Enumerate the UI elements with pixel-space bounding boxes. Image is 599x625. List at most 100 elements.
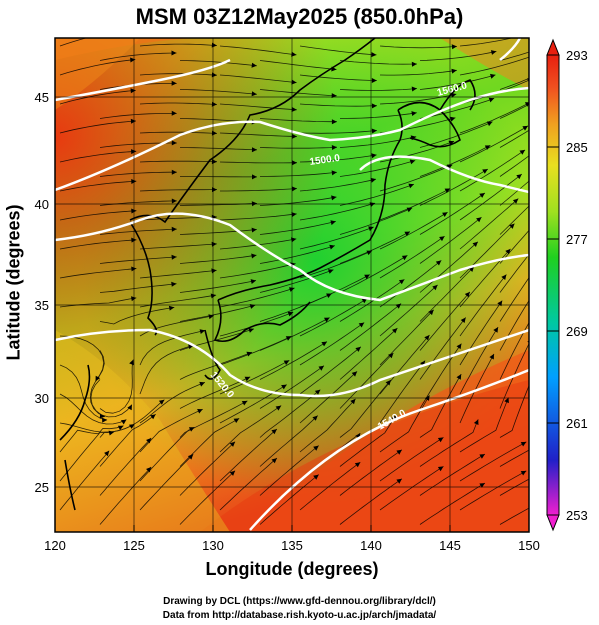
streamline xyxy=(299,250,373,279)
streamline xyxy=(419,291,471,351)
streamline xyxy=(219,263,296,279)
streamline-arrow xyxy=(329,244,335,250)
y-tick-label: 25 xyxy=(35,480,49,495)
streamline xyxy=(179,254,257,264)
streamline xyxy=(99,228,177,235)
streamline xyxy=(499,104,529,119)
streamline-arrow xyxy=(102,417,108,423)
streamline xyxy=(259,415,318,467)
streamline xyxy=(219,45,297,56)
streamline-arrow xyxy=(291,51,297,57)
streamline-arrow xyxy=(171,281,177,287)
streamline-arrow xyxy=(396,449,402,455)
streamline-arrow xyxy=(291,107,297,112)
streamline xyxy=(459,125,529,163)
streamline xyxy=(379,309,434,366)
streamline xyxy=(179,351,253,380)
streamline xyxy=(339,255,408,293)
streamline xyxy=(219,457,278,511)
streamline-arrow xyxy=(241,400,248,406)
streamline xyxy=(299,398,356,453)
streamline xyxy=(339,160,416,177)
streamline-arrow xyxy=(351,371,358,377)
streamline-arrow xyxy=(361,298,368,304)
streamline xyxy=(99,466,152,525)
streamline-arrow xyxy=(538,258,543,264)
streamline xyxy=(179,147,258,151)
streamline xyxy=(379,140,455,163)
streamline-arrow xyxy=(484,145,491,150)
streamline xyxy=(59,38,88,47)
colorbar-tick-label: 285 xyxy=(566,140,588,155)
streamline-arrow xyxy=(171,254,177,260)
streamline-arrow xyxy=(505,248,511,255)
streamline-arrow xyxy=(99,413,105,419)
streamline-arrow xyxy=(104,450,110,457)
streamline-arrow xyxy=(404,231,410,237)
streamline xyxy=(139,454,194,511)
streamline-arrow xyxy=(248,328,254,333)
streamline-arrow xyxy=(244,376,251,382)
streamline xyxy=(379,260,442,308)
streamline xyxy=(139,102,217,105)
streamline-arrow xyxy=(331,145,337,150)
streamline-arrow xyxy=(355,346,361,352)
streamline-arrow xyxy=(563,83,569,88)
streamline-arrow xyxy=(442,212,448,217)
streamline xyxy=(379,466,444,511)
streamline-arrow xyxy=(562,459,568,464)
streamline-arrow xyxy=(522,125,528,131)
streamline-arrow xyxy=(146,438,152,444)
streamline xyxy=(90,379,133,418)
streamline-arrow xyxy=(409,159,416,165)
streamline xyxy=(339,279,405,322)
streamline-arrow xyxy=(291,133,297,139)
streamline-arrow xyxy=(489,353,494,360)
streamline-arrow xyxy=(120,419,127,425)
streamline xyxy=(459,353,495,424)
streamline xyxy=(419,168,489,206)
colorbar-tick-label: 293 xyxy=(566,48,588,63)
streamline-arrow xyxy=(479,193,485,198)
streamline-arrow xyxy=(482,169,488,174)
streamline-arrow xyxy=(158,399,165,405)
streamline xyxy=(419,216,482,264)
streamline xyxy=(299,322,365,366)
streamline xyxy=(59,268,137,279)
streamline xyxy=(99,437,152,496)
streamline xyxy=(59,239,137,250)
streamline-arrow xyxy=(285,336,292,341)
streamline-arrow xyxy=(479,454,485,459)
streamline-arrow xyxy=(460,317,466,323)
streamline-arrow xyxy=(512,198,519,204)
streamline xyxy=(99,413,156,467)
streamline xyxy=(339,207,413,235)
streamline-arrow xyxy=(451,44,457,50)
streamline-arrow xyxy=(171,50,177,56)
streamline xyxy=(220,188,297,192)
streamline-arrow xyxy=(428,309,434,316)
streamline xyxy=(499,253,529,293)
streamline xyxy=(99,256,177,264)
streamline xyxy=(59,450,110,511)
streamline xyxy=(59,90,136,105)
streamline-arrow xyxy=(354,462,361,468)
streamline xyxy=(299,178,377,192)
streamline xyxy=(259,89,337,97)
streamline-arrow xyxy=(281,384,287,390)
streamline xyxy=(499,507,529,525)
streamline-arrow xyxy=(371,153,377,159)
streamline xyxy=(459,198,519,250)
y-axis: 25 30 35 40 45 xyxy=(35,90,49,495)
streamline-arrow xyxy=(251,227,257,233)
streamline xyxy=(59,180,137,192)
streamline-arrow xyxy=(424,335,430,341)
streamline xyxy=(59,431,115,482)
coastlines xyxy=(59,38,476,511)
streamline xyxy=(219,287,295,308)
streamline-arrow xyxy=(146,467,152,473)
y-tick-label: 30 xyxy=(35,391,49,406)
streamline-arrow xyxy=(371,52,377,58)
streamline-arrow xyxy=(171,110,177,116)
streamline xyxy=(99,113,177,119)
